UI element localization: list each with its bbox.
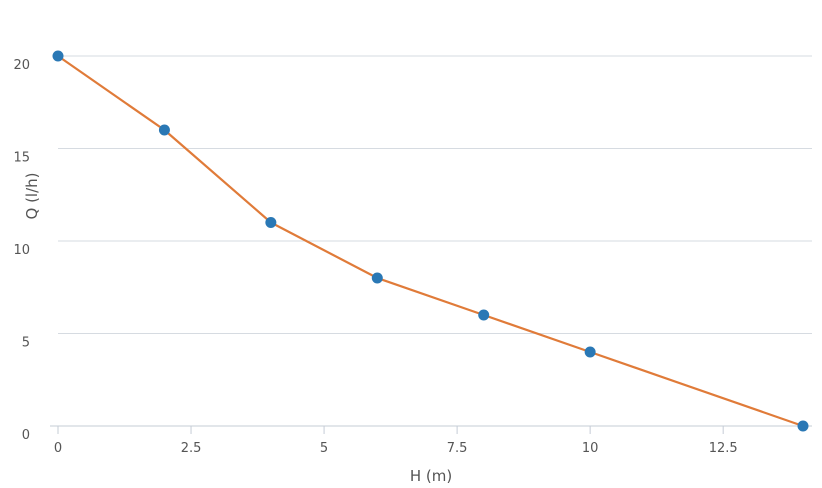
y-tick-label: 10	[13, 243, 30, 258]
x-tick-label: 5	[320, 441, 328, 456]
grid	[58, 55, 812, 334]
data-point	[797, 420, 809, 432]
x-tick-label: 10	[582, 441, 599, 456]
x-axis-title: H (m)	[410, 467, 452, 485]
series-group	[52, 50, 809, 432]
x-tick-label: 7.5	[447, 441, 468, 456]
data-point	[265, 217, 277, 228]
data-point	[584, 346, 596, 358]
data-point	[52, 50, 64, 62]
data-point	[371, 272, 383, 284]
x-tick-label: 0	[54, 441, 62, 456]
y-axis: 0 5 10 15 20	[13, 58, 30, 443]
x-tick-label: 12.5	[709, 441, 738, 456]
data-point	[478, 309, 490, 321]
data-point	[158, 124, 170, 136]
y-tick-label: 5	[22, 336, 30, 351]
x-tick-label: 2.5	[181, 441, 202, 456]
y-axis-title: Q (l/h)	[23, 172, 41, 219]
x-axis: 0 2.5 5 7.5 10 12.5	[50, 425, 812, 456]
y-tick-label: 15	[13, 151, 30, 166]
y-tick-label: 0	[22, 428, 30, 443]
y-tick-label: 20	[13, 58, 30, 73]
